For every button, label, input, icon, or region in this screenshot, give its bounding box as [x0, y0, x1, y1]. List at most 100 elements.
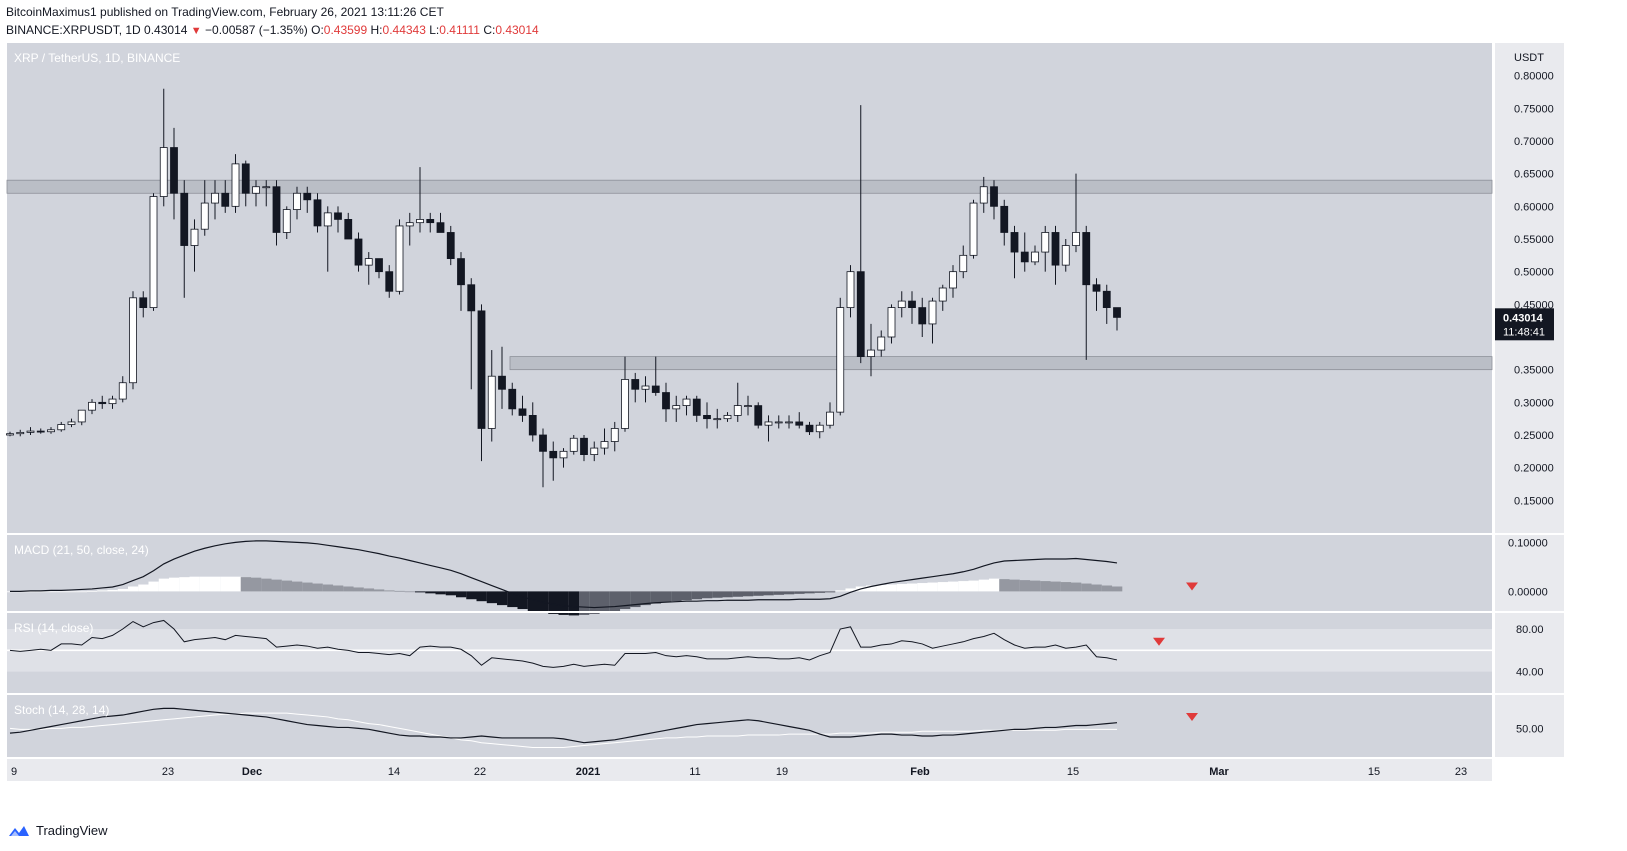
symbol-label[interactable]: BINANCE:XRPUSDT, 1D — [6, 23, 141, 37]
pane-stoch-background — [7, 695, 1492, 757]
open-label: O: — [311, 23, 324, 37]
macd-histogram-bar — [169, 577, 180, 592]
candle-body — [1000, 205, 1009, 233]
candle-body — [57, 424, 66, 431]
macd-histogram-bar — [76, 591, 88, 593]
candle-body — [713, 418, 722, 421]
macd-histogram-bar — [128, 586, 139, 592]
y-tick-label: 0.60000 — [1514, 201, 1554, 213]
macd-histogram-bar — [107, 589, 118, 592]
macd-histogram-bar — [281, 580, 293, 592]
low-value: 0.41111 — [439, 23, 480, 37]
price-axis-rsi — [1495, 613, 1564, 693]
y-tick-label: 0.80000 — [1514, 71, 1554, 83]
candle-body — [805, 424, 814, 433]
candle-body — [1010, 232, 1019, 253]
candle-body — [354, 238, 363, 266]
candle-body — [744, 405, 752, 408]
candle-body — [600, 441, 609, 449]
candle-body — [467, 284, 476, 312]
x-tick-label: Mar — [1209, 766, 1229, 778]
candle-body — [897, 300, 906, 309]
candle-body — [682, 398, 691, 407]
macd-histogram-bar — [179, 577, 190, 592]
candle-body — [211, 192, 219, 204]
candle-body — [641, 385, 650, 390]
x-tick-label: Feb — [910, 766, 930, 778]
macd-histogram-bar — [230, 576, 241, 592]
macd-label: MACD (21, 50, close, 24) — [14, 543, 149, 557]
macd-histogram-bar — [999, 579, 1010, 592]
macd-histogram-bar — [968, 580, 979, 592]
macd-histogram-bar — [435, 591, 446, 595]
stoch-d-line — [9, 712, 1117, 748]
price-axis-stoch — [1495, 695, 1564, 757]
stoch-label: Stoch (14, 28, 14) — [14, 703, 109, 717]
macd-histogram-bar — [425, 591, 436, 594]
macd-histogram-bar — [240, 577, 252, 592]
macd-histogram-bar — [363, 588, 375, 592]
candle-body — [518, 408, 527, 416]
candle-body — [231, 163, 240, 207]
macd-histogram-bar — [937, 582, 949, 592]
macd-histogram-bar — [486, 591, 498, 604]
y-tick-label: 0.55000 — [1514, 234, 1554, 246]
macd-histogram-bar — [661, 591, 672, 603]
candle-body — [344, 218, 353, 240]
candle-body — [846, 271, 855, 308]
macd-histogram-bar — [25, 591, 36, 593]
macd-histogram-bar — [189, 576, 200, 592]
candle-body — [88, 401, 96, 411]
candle-body — [1092, 284, 1101, 292]
macd-line — [10, 540, 1118, 609]
x-tick-label: 23 — [1455, 766, 1467, 778]
y-tick-label: 0.30000 — [1514, 397, 1554, 409]
macd-histogram-bar — [1040, 581, 1051, 592]
candle-body — [774, 421, 783, 424]
candle-body — [785, 421, 793, 424]
macd-y-tick: 0.00000 — [1508, 586, 1548, 598]
candle-body — [887, 307, 896, 338]
macd-histogram-bar — [568, 591, 580, 616]
publisher-line: BitcoinMaximus1 published on TradingView… — [6, 5, 444, 19]
macd-histogram-bar — [814, 591, 826, 593]
candle-body — [457, 258, 465, 286]
macd-histogram-bar — [343, 586, 354, 592]
candle-body — [395, 225, 404, 292]
candle-body — [405, 222, 414, 227]
macd-histogram-bar — [312, 583, 323, 592]
rsi-signal-arrow-icon — [1153, 637, 1165, 646]
y-tick-label: 0.70000 — [1514, 136, 1554, 148]
candle-body — [498, 375, 506, 390]
macd-histogram-bar — [743, 591, 754, 597]
macd-signal-arrow-icon — [1186, 582, 1198, 591]
last-price-label: 0.43014 — [1503, 312, 1544, 324]
y-axis-unit: USDT — [1514, 52, 1544, 64]
macd-histogram-bar — [56, 591, 67, 593]
tradingview-footer[interactable]: TradingView — [8, 823, 108, 838]
x-tick-label: 22 — [474, 766, 486, 778]
candle-body — [692, 398, 701, 416]
candle-body — [6, 433, 14, 436]
time-axis — [7, 759, 1492, 781]
candle-body — [590, 447, 599, 456]
macd-histogram-bar — [158, 578, 170, 592]
candle-body — [67, 421, 76, 425]
macd-histogram-bar — [589, 591, 600, 614]
macd-histogram-bar — [404, 591, 416, 593]
macd-histogram-bar — [753, 591, 764, 596]
macd-histogram-bar — [1050, 581, 1061, 592]
candle-body — [159, 147, 168, 197]
macd-histogram-bar — [251, 577, 262, 592]
candle-body — [703, 414, 711, 420]
macd-histogram-bar — [117, 588, 129, 592]
macd-histogram-bar — [722, 591, 733, 598]
y-tick-label: 0.20000 — [1514, 463, 1554, 475]
candle-body — [180, 192, 189, 246]
candle-body — [959, 254, 968, 273]
macd-histogram-bar — [302, 582, 313, 592]
x-tick-label: Dec — [242, 766, 262, 778]
x-tick-label: 19 — [776, 766, 788, 778]
price-axis-macd — [1495, 535, 1564, 611]
